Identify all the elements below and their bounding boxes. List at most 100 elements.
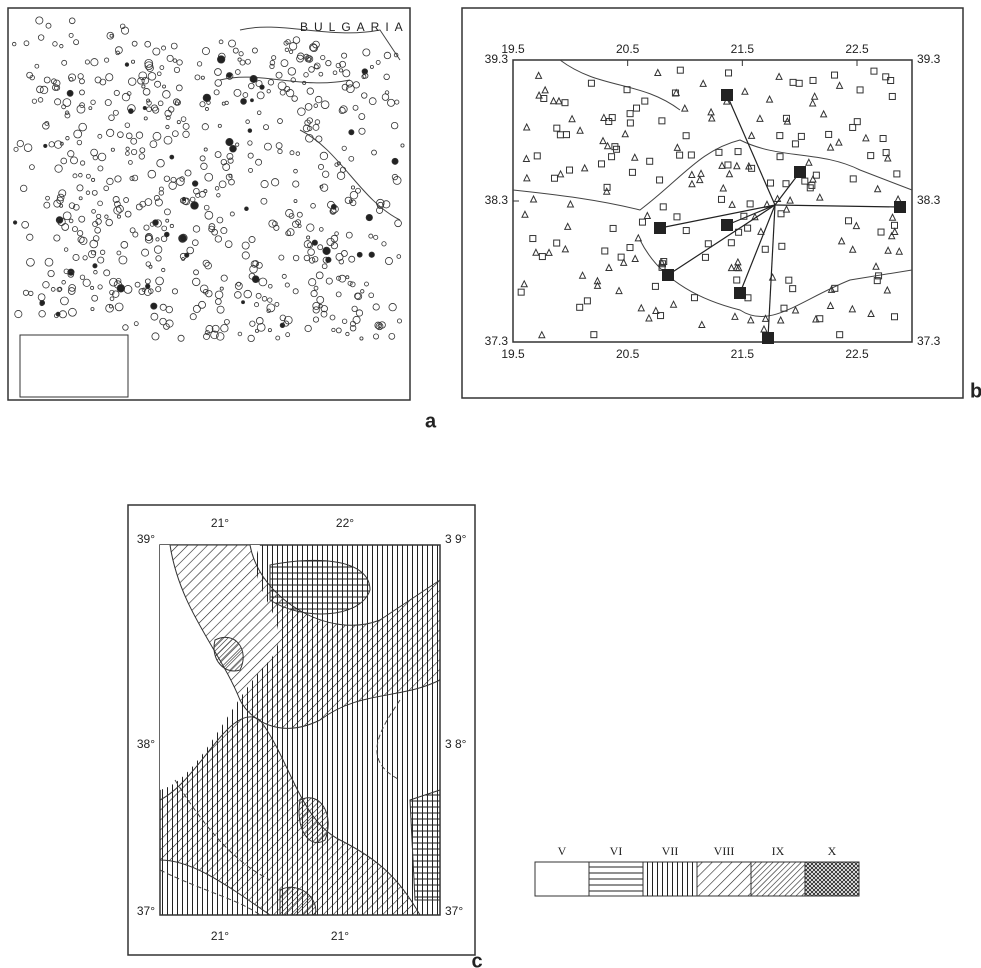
epicentre: [369, 98, 376, 105]
epicentre: [151, 303, 157, 309]
coord-label: 37°: [445, 904, 463, 918]
triangle-event: [546, 249, 552, 255]
epicentre: [215, 69, 222, 76]
square-event: [716, 149, 722, 155]
epicentre: [385, 257, 392, 264]
triangle-event: [536, 72, 542, 78]
epicentre: [123, 325, 129, 331]
epicentre: [204, 148, 207, 151]
epicentre: [341, 250, 347, 256]
epicentre: [294, 169, 298, 173]
epicentre: [74, 130, 82, 138]
epicentre: [195, 75, 200, 80]
epicentre: [356, 310, 362, 316]
epicentre: [346, 232, 352, 238]
triangle-event: [828, 144, 834, 150]
epicentre: [215, 236, 221, 242]
epicentre: [221, 325, 228, 332]
triangle-event: [884, 287, 890, 293]
epicentre: [360, 337, 363, 340]
epicentre: [370, 65, 373, 68]
epicentre: [238, 58, 241, 61]
epicentre: [249, 168, 253, 172]
epicentre: [100, 79, 106, 85]
epicentre: [249, 236, 255, 242]
square-event: [889, 93, 895, 99]
epicentre: [330, 315, 335, 320]
station: [762, 332, 774, 344]
epicentre: [314, 63, 320, 69]
epicentre: [313, 124, 319, 130]
legend-swatch: [751, 862, 805, 896]
epicentre: [143, 88, 150, 95]
epicentre: [339, 69, 342, 72]
epicentre: [359, 128, 365, 134]
epicentre: [149, 265, 152, 268]
epicentre: [326, 257, 331, 262]
epicentre: [241, 301, 244, 304]
panel-label: c: [471, 950, 482, 968]
triangle-event: [569, 116, 575, 122]
triangle-event: [521, 281, 527, 287]
epicentre: [366, 214, 372, 220]
epicentre: [125, 123, 130, 128]
epicentre: [117, 132, 123, 138]
epicentre: [148, 72, 156, 80]
coord-label: 3 9°: [445, 532, 467, 546]
triangle-event: [836, 139, 842, 145]
epicentre: [279, 255, 284, 260]
triangle-event: [551, 98, 557, 104]
epicentre: [248, 335, 254, 341]
epicentre: [234, 89, 241, 96]
epicentre: [132, 41, 137, 46]
epicentre: [229, 40, 236, 47]
panel-c: c VVIVIIVIIIIXX 21°22°21°21°39°3 9°38°3 …: [128, 505, 859, 968]
zone-vi: [410, 790, 440, 900]
epicentre: [122, 93, 130, 101]
square-event: [660, 204, 666, 210]
triangle-event: [577, 127, 583, 133]
square-event: [854, 119, 860, 125]
square-event: [642, 98, 648, 104]
legend-swatch: [643, 862, 697, 896]
epicentre: [296, 152, 300, 156]
x-tick-label: 22.5: [845, 347, 869, 361]
epicentre: [316, 136, 322, 142]
epicentre: [359, 113, 365, 119]
epicentre: [315, 96, 322, 103]
y-tick-label: 39.3: [485, 52, 509, 66]
epicentre: [64, 248, 68, 252]
epicentre: [350, 282, 355, 287]
epicentre: [91, 178, 94, 181]
epicentre: [217, 306, 224, 313]
epicentre: [105, 99, 111, 105]
epicentre: [73, 174, 77, 178]
epicentre: [193, 226, 200, 233]
triangle-event: [837, 82, 843, 88]
epicentre: [233, 48, 238, 53]
epicentre: [98, 257, 104, 263]
epicentre: [235, 292, 242, 299]
triangle-event: [761, 326, 767, 332]
triangle-event: [726, 171, 732, 177]
triangle-event: [522, 211, 528, 217]
epicentre: [128, 78, 136, 86]
triangle-event: [813, 316, 819, 322]
epicentre: [132, 175, 138, 181]
square-event: [674, 214, 680, 220]
triangle-event: [770, 274, 776, 280]
epicentre: [200, 156, 205, 161]
epicentre: [155, 81, 161, 87]
epicentre: [272, 56, 276, 60]
triangle-event: [885, 247, 891, 253]
triangle-event: [735, 259, 741, 265]
epicentre: [205, 211, 213, 219]
epicentre: [114, 90, 119, 95]
x-tick-label: 22.5: [845, 42, 869, 56]
epicentre: [221, 275, 227, 281]
triangle-event: [758, 228, 764, 234]
epicentre: [185, 170, 191, 176]
epicentre: [282, 274, 286, 278]
epicentre: [305, 325, 311, 331]
epicentre: [128, 161, 132, 165]
